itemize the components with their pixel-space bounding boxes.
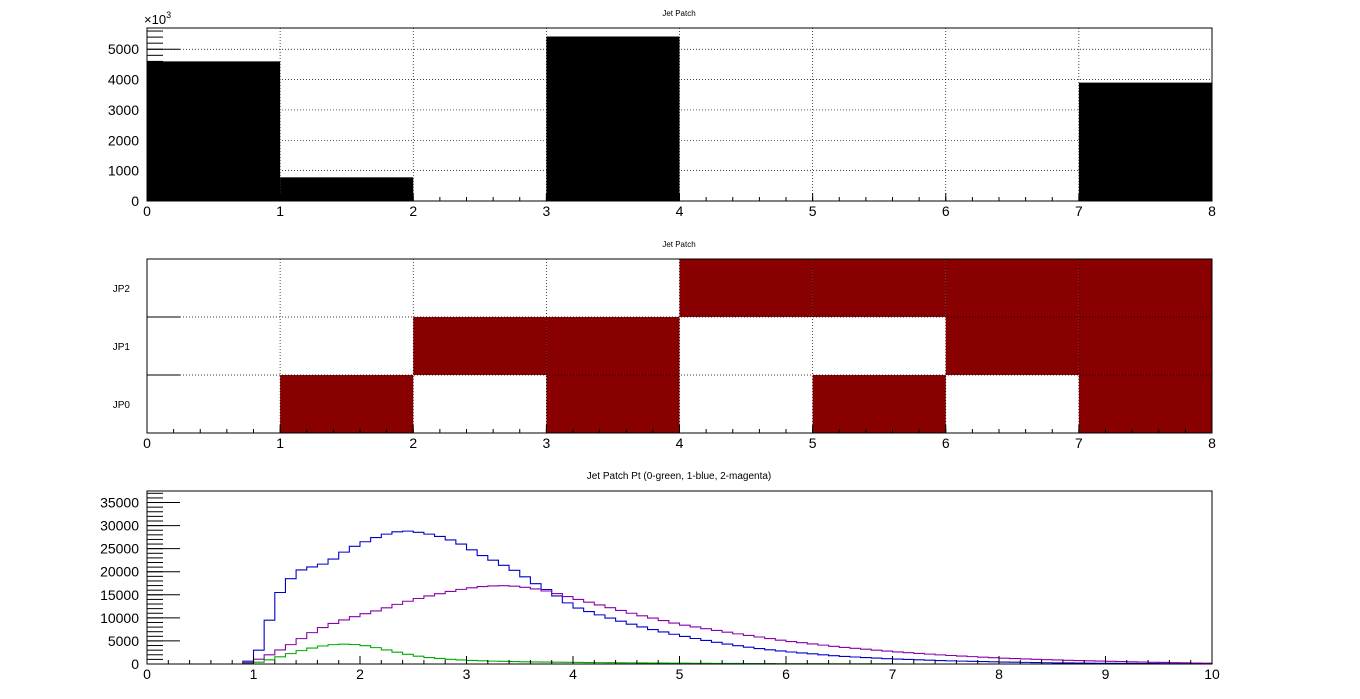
x-tick-label: 7 [1075,435,1083,451]
x-tick-label: 6 [782,666,790,682]
x-tick-label: 8 [995,666,1003,682]
heatmap-cell [812,259,946,317]
x-tick-label: 8 [1208,203,1216,219]
x-tick-label: 5 [676,666,684,682]
series-line [147,530,1213,665]
x-tick-label: 9 [1102,666,1110,682]
exponent-base: ×10 [144,12,166,27]
bars [147,36,1212,202]
chart-title: Jet Patch [662,240,695,249]
x-tick-label: 2 [356,666,364,682]
heatmap-cell [945,259,1079,317]
y-category-label: JP2 [113,284,131,295]
y-tick-label: 10000 [100,610,139,626]
bar [280,177,414,201]
heatmap-cell [1078,375,1212,433]
x-tick-label: 2 [409,203,417,219]
x-tick-label: 0 [143,666,151,682]
heatmap-cell [546,317,680,375]
x-tick-label: 1 [276,435,284,451]
chart-title: Jet Patch Pt (0-green, 1-blue, 2-magenta… [587,471,772,482]
axes: JP0 JP1 JP2 0 1 2 3 4 5 6 7 8 [113,284,1216,451]
bar [1078,82,1212,201]
x-tick-label: 1 [276,203,284,219]
heatmap-cell [1078,259,1212,317]
exponent-power: 3 [166,10,171,20]
heatmap-cell [1078,317,1212,375]
y-tick-label: 5000 [108,633,139,649]
axis-exponent: ×103 [144,10,171,27]
y-category-label: JP0 [113,400,131,411]
y-tick-label: 4000 [108,72,139,88]
jet-patch-histogram: Jet Patch 0 1 2 3 4 5 6 7 8 0 1000 2000 3000 4000 5000… [108,9,1216,219]
x-tick-label: 6 [942,203,950,219]
y-tick-label: 35000 [100,495,139,511]
bar [546,36,680,201]
y-tick-label: 25000 [100,541,139,557]
x-tick-label: 4 [676,435,684,451]
heatmap-cell [679,259,813,317]
y-category-label: JP1 [113,342,131,353]
x-tick-label: 1 [250,666,258,682]
x-tick-label: 0 [143,435,151,451]
x-tick-label: 7 [1075,203,1083,219]
heatmap-cell [280,375,414,433]
y-tick-label: 15000 [100,587,139,603]
y-tick-label: 30000 [100,518,139,534]
chart-title: Jet Patch [662,9,695,18]
axes: 0 1 2 3 4 5 6 7 8 0 1000 2000 3000 4000 5000 [108,30,1216,219]
x-tick-label: 4 [569,666,577,682]
heatmap-cell [413,317,547,375]
series-line [147,585,1213,665]
x-tick-label: 7 [889,666,897,682]
x-tick-label: 2 [409,435,417,451]
x-tick-label: 3 [463,666,471,682]
x-tick-label: 10 [1204,666,1220,682]
cells [280,259,1212,433]
y-tick-label: 2000 [108,132,139,148]
heatmap-cell [812,375,946,433]
jet-patch-matrix: Jet Patch JP0 JP1 JP2 0 1 2 3 4 5 6 7 8 [113,240,1216,451]
y-tick-label: 20000 [100,564,139,580]
x-tick-label: 3 [542,435,550,451]
heatmap-cell [945,317,1079,375]
x-tick-label: 5 [809,203,817,219]
jet-patch-pt: Jet Patch Pt (0-green, 1-blue, 2-magenta… [100,471,1220,682]
axes: 0 1 2 3 4 5 6 7 8 9 10 0 5000 10000 15000 20000 25000 300… [100,492,1220,682]
x-tick-label: 3 [542,203,550,219]
x-tick-label: 4 [676,203,684,219]
x-tick-label: 0 [143,203,151,219]
bar [147,61,281,202]
y-tick-label: 3000 [108,102,139,118]
series-lines [147,530,1213,665]
heatmap-cell [546,375,680,433]
x-tick-label: 5 [809,435,817,451]
y-tick-label: 0 [131,193,139,209]
y-tick-label: 0 [131,656,139,672]
y-tick-label: 1000 [108,163,139,179]
x-tick-label: 8 [1208,435,1216,451]
y-tick-label: 5000 [108,41,139,57]
x-tick-label: 6 [942,435,950,451]
